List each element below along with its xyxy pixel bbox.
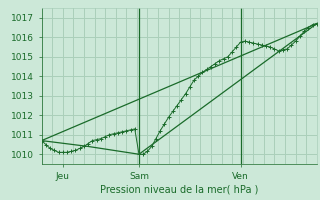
X-axis label: Pression niveau de la mer( hPa ): Pression niveau de la mer( hPa ): [100, 185, 258, 195]
